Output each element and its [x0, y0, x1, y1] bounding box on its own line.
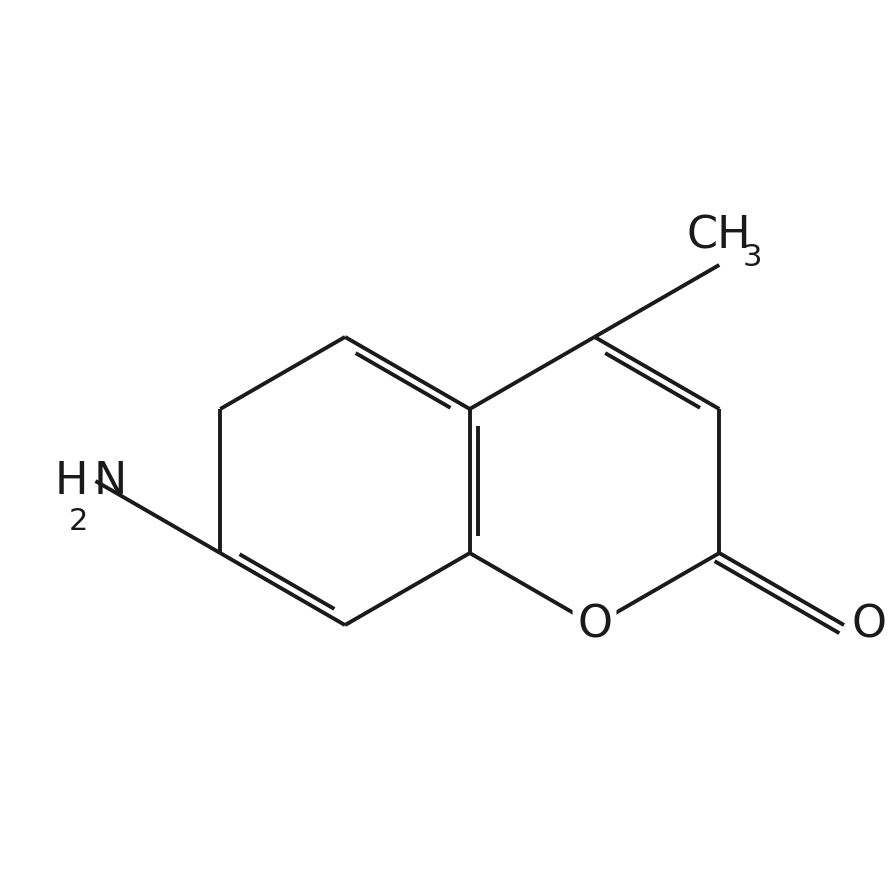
Text: 3: 3: [742, 243, 762, 272]
Text: N: N: [94, 459, 127, 503]
Text: CH: CH: [687, 214, 752, 258]
Text: H: H: [55, 459, 88, 503]
Text: 2: 2: [69, 507, 88, 536]
Text: O: O: [577, 603, 612, 646]
Text: O: O: [851, 603, 886, 646]
